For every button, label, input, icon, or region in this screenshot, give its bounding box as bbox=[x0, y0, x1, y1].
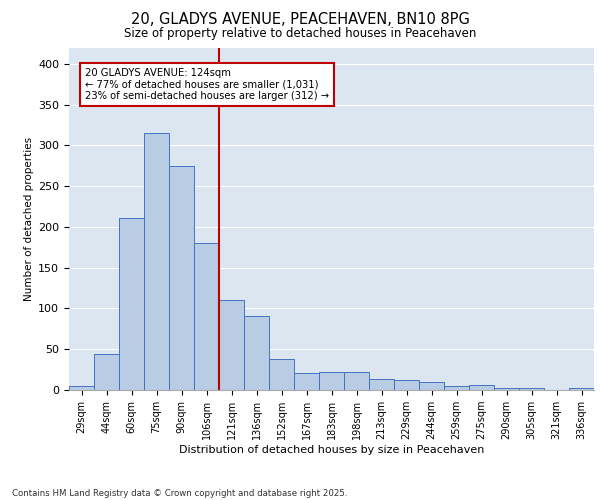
Bar bbox=[369, 380, 394, 390]
Bar bbox=[94, 354, 119, 390]
Bar bbox=[519, 388, 544, 390]
Bar bbox=[169, 166, 194, 390]
Text: Size of property relative to detached houses in Peacehaven: Size of property relative to detached ho… bbox=[124, 28, 476, 40]
Bar bbox=[69, 386, 94, 390]
Bar bbox=[144, 133, 169, 390]
Bar bbox=[319, 372, 344, 390]
X-axis label: Distribution of detached houses by size in Peacehaven: Distribution of detached houses by size … bbox=[179, 445, 484, 455]
Text: 20, GLADYS AVENUE, PEACEHAVEN, BN10 8PG: 20, GLADYS AVENUE, PEACEHAVEN, BN10 8PG bbox=[131, 12, 469, 28]
Bar bbox=[294, 373, 319, 390]
Y-axis label: Number of detached properties: Number of detached properties bbox=[24, 136, 34, 301]
Text: 20 GLADYS AVENUE: 124sqm
← 77% of detached houses are smaller (1,031)
23% of sem: 20 GLADYS AVENUE: 124sqm ← 77% of detach… bbox=[85, 68, 329, 101]
Bar bbox=[119, 218, 144, 390]
Bar bbox=[219, 300, 244, 390]
Bar bbox=[244, 316, 269, 390]
Bar bbox=[444, 386, 469, 390]
Bar bbox=[194, 243, 219, 390]
Bar bbox=[494, 388, 519, 390]
Bar bbox=[269, 359, 294, 390]
Bar bbox=[344, 372, 369, 390]
Text: Contains HM Land Registry data © Crown copyright and database right 2025.: Contains HM Land Registry data © Crown c… bbox=[12, 488, 347, 498]
Bar bbox=[569, 388, 594, 390]
Bar bbox=[419, 382, 444, 390]
Bar bbox=[394, 380, 419, 390]
Bar bbox=[469, 385, 494, 390]
